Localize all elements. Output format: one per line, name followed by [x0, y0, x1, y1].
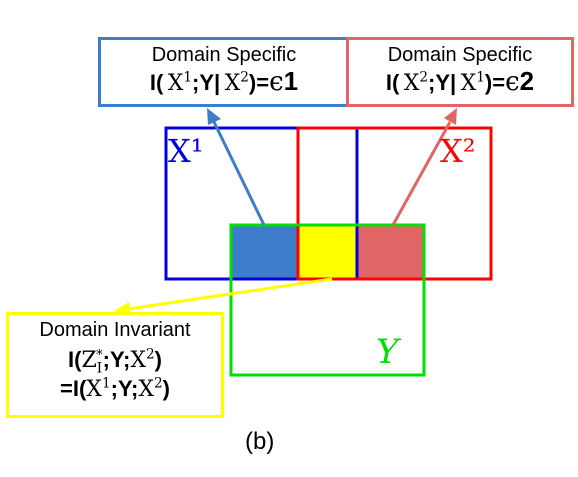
- arrow-right-specific: [391, 121, 452, 226]
- callout-formula-line-1: I(ZI*;Y;X2): [67, 346, 162, 377]
- callout-formula-line-2: =I(X1;Y;X2): [59, 375, 170, 402]
- callout-domain-invariant: Domain Invariant I(ZI*;Y;X2) =I(X1;Y;X2): [6, 312, 224, 418]
- region-x2-y-specific: [357, 225, 423, 279]
- callout-title: Domain Specific: [151, 44, 297, 66]
- callout-title: Domain Invariant: [39, 319, 191, 341]
- set-y-box: [229, 223, 426, 377]
- callout-domain-specific-x2: Domain Specific I( X2;Y| X1)=ϵ2: [346, 37, 574, 107]
- figure-caption: (b): [245, 428, 275, 455]
- set-x1-box: [164, 126, 359, 281]
- callout-domain-specific-x1: Domain Specific I( X1;Y| X2)=ϵ1: [98, 37, 350, 107]
- set-x2-box: [296, 126, 493, 281]
- arrow-left-specific: [212, 121, 266, 226]
- set-label-y: Y: [376, 332, 399, 372]
- callout-title: Domain Specific: [387, 44, 533, 66]
- set-label-x2: X²: [440, 132, 476, 170]
- arrow-left-head: [207, 108, 221, 125]
- region-x1-y-specific: [231, 225, 298, 279]
- callout-formula: I( X2;Y| X1)=ϵ2: [385, 66, 535, 97]
- arrow-right-head: [444, 108, 457, 125]
- region-x1-x2-y-invariant: [298, 225, 357, 279]
- arrow-invariant: [127, 277, 333, 311]
- set-label-x1: X¹: [168, 132, 204, 170]
- callout-formula: I( X1;Y| X2)=ϵ1: [149, 66, 299, 97]
